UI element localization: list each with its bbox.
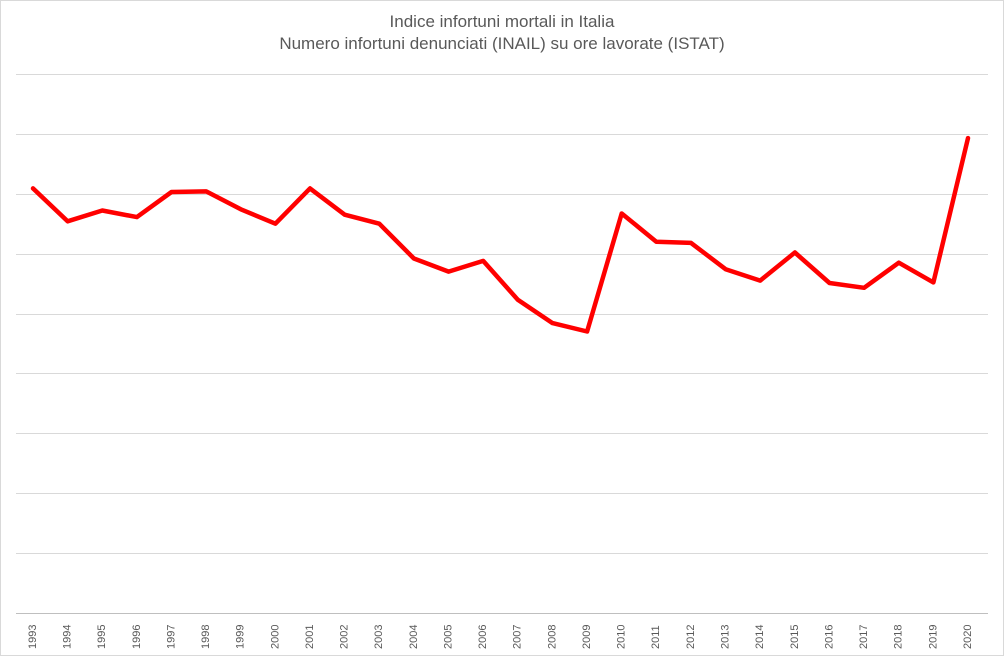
- x-tick-label: 1998: [200, 625, 212, 649]
- x-tick-label: 2017: [858, 625, 870, 649]
- x-tick-label: 2012: [685, 625, 697, 649]
- x-tick-label: 2018: [893, 625, 905, 649]
- x-tick-label: 1997: [165, 625, 177, 649]
- x-tick-label: 1996: [131, 625, 143, 649]
- chart-subtitle: Numero infortuni denunciati (INAIL) su o…: [279, 34, 725, 53]
- series-lines: [30, 135, 971, 334]
- x-tick-label: 2001: [304, 625, 316, 649]
- x-tick-label: 2015: [789, 625, 801, 649]
- chart-title: Indice infortuni mortali in Italia: [389, 12, 615, 31]
- x-tick-label: 2008: [546, 625, 558, 649]
- x-tick-label: 2019: [927, 625, 939, 649]
- series-line: [30, 135, 971, 334]
- x-tick-label: 2009: [581, 625, 593, 649]
- x-tick-label: 1994: [62, 625, 74, 649]
- x-axis-tick-labels: 1993 1994 1995 1996 1997 1998 1999 2000 2001 2002…: [27, 625, 974, 649]
- x-tick-label: 2016: [823, 625, 835, 649]
- x-tick-label: 2004: [408, 625, 420, 649]
- x-tick-label: 2011: [650, 625, 662, 649]
- gridlines: [16, 74, 988, 614]
- x-tick-label: 2010: [616, 625, 628, 649]
- x-tick-label: 2003: [373, 625, 385, 649]
- x-tick-label: 2014: [754, 625, 766, 649]
- x-tick-label: 2007: [512, 625, 524, 649]
- x-tick-label: 1993: [27, 625, 39, 649]
- x-tick-label: 2005: [442, 625, 454, 649]
- x-tick-label: 2006: [477, 625, 489, 649]
- x-tick-label: 2000: [269, 625, 281, 649]
- x-tick-label: 2002: [339, 625, 351, 649]
- x-tick-label: 2020: [962, 625, 974, 649]
- x-tick-label: 1999: [235, 625, 247, 649]
- x-tick-label: 1995: [96, 625, 108, 649]
- x-tick-label: 2013: [720, 625, 732, 649]
